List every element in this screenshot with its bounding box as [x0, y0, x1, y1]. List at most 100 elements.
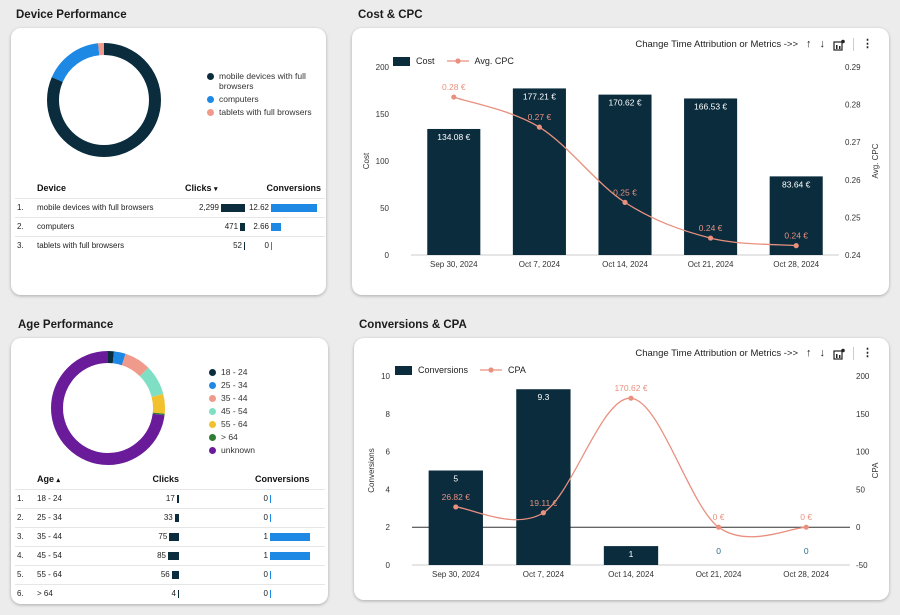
row-clicks: 56: [127, 564, 179, 584]
legend-label: mobile devices with full browsers: [219, 71, 306, 91]
clicks-cell: 2,299: [185, 203, 245, 212]
table-row[interactable]: 6. > 64 4 0: [15, 583, 325, 603]
clicks-value: 471: [224, 222, 239, 231]
header-age[interactable]: Age ▴: [37, 469, 127, 489]
header-index: [15, 469, 37, 489]
table-row[interactable]: 1. 18 - 24 17 0: [15, 488, 325, 508]
line-point: [803, 524, 809, 530]
row-clicks: 471: [185, 216, 245, 236]
legend-line-swatch: [480, 367, 503, 373]
row-name: tablets with full browsers: [37, 235, 185, 255]
row-index-label: 2.: [17, 222, 24, 231]
bar: [428, 470, 483, 565]
legend-label: 35 - 44: [221, 393, 248, 403]
row-index: 2.: [15, 507, 37, 527]
value-bar: [270, 570, 271, 579]
table-row[interactable]: 2. computers 471 2.66: [15, 216, 325, 236]
line-point: [793, 243, 799, 249]
row-conversions: 0: [245, 235, 325, 255]
row-conversions: 0: [179, 488, 325, 508]
line-data-label: 26.82 €: [442, 492, 471, 502]
row-index-label: 3.: [17, 532, 24, 541]
y-tick-label: 6: [386, 448, 391, 457]
change-attribution-link[interactable]: Change Time Attribution or Metrics ->>: [635, 39, 798, 50]
bar: [684, 98, 738, 256]
row-name: 35 - 44: [37, 526, 127, 546]
row-conversions: 0: [179, 564, 325, 584]
device-donut-slice: [47, 43, 161, 157]
legend-label: unknown: [221, 445, 256, 455]
table-row[interactable]: 3. tablets with full browsers 52 0: [15, 235, 325, 255]
value-bar: [171, 570, 179, 579]
row-clicks: 33: [127, 507, 179, 527]
row-conversions: 1: [179, 526, 325, 546]
legend-label: computers: [219, 94, 259, 104]
y-tick-label: 10: [381, 372, 390, 381]
legend-item: 55 - 64: [209, 419, 319, 429]
conversions-cell: 0: [245, 241, 325, 250]
line-data-label: 0.24 €: [784, 231, 808, 241]
cost-cpc-legend: Cost Avg. CPC: [393, 56, 514, 66]
table-row[interactable]: 4. 45 - 54 85 1: [15, 545, 325, 565]
value-bar: [270, 532, 310, 541]
value-bar: [169, 532, 179, 541]
line-data-label: 0 €: [713, 512, 725, 522]
y-tick-label: 0: [386, 561, 391, 570]
change-attribution-link[interactable]: Change Time Attribution or Metrics ->>: [635, 348, 798, 359]
clicks-cell: 52: [185, 241, 245, 250]
table-row[interactable]: 1. mobile devices with full browsers 2,299…: [15, 197, 325, 217]
row-index: 3.: [15, 235, 37, 255]
row-index-label: 4.: [17, 551, 24, 560]
legend-item: > 64: [209, 432, 319, 442]
conversions-cpa-title: Conversions & CPA: [359, 319, 467, 331]
more-vert-icon[interactable]: ⋮: [862, 347, 873, 359]
row-index-label: 5.: [17, 570, 24, 579]
header-clicks[interactable]: Clicks: [152, 473, 179, 484]
arrow-up-icon[interactable]: ↑: [806, 38, 812, 50]
row-name: 45 - 54: [37, 545, 127, 565]
arrow-down-icon[interactable]: ↓: [819, 38, 826, 50]
y2-tick-label: 0.27: [845, 138, 861, 147]
legend-item: tablets with full browsers: [207, 107, 322, 117]
toolbar-divider: [853, 347, 854, 360]
row-index: 4.: [15, 545, 37, 565]
line-data-label: 0 €: [800, 512, 812, 522]
header-device[interactable]: Device: [37, 182, 67, 193]
y-tick-label: 50: [380, 204, 389, 213]
value-bar: [271, 241, 272, 250]
header-clicks[interactable]: Clicks ▾: [185, 178, 245, 198]
legend-dot: [209, 434, 216, 441]
conversions-cell: 1: [179, 532, 325, 541]
clicks-value: 56: [160, 570, 170, 579]
clicks-value: 85: [157, 551, 166, 560]
row-name-label: mobile devices with full browsers: [37, 203, 154, 212]
more-vert-icon[interactable]: ⋮: [862, 38, 873, 50]
value-bar: [270, 589, 271, 598]
y2-tick-label: 50: [856, 485, 865, 494]
age-performance-card: 18 - 24 25 - 34 35 - 44 45 - 54 55 - 64 > 64 u…: [11, 338, 328, 604]
row-name-label: 25 - 34: [37, 513, 62, 522]
line-point: [451, 94, 457, 100]
arrow-up-icon[interactable]: ↑: [806, 347, 812, 359]
table-row[interactable]: 2. 25 - 34 33 0: [15, 507, 325, 527]
legend-label: 45 - 54: [221, 406, 248, 416]
table-header-row: Age ▴ Clicks Conversions: [15, 469, 325, 489]
row-conversions: 0: [179, 583, 325, 603]
row-name-label: computers: [37, 222, 75, 231]
table-row[interactable]: 3. 35 - 44 75 1: [15, 526, 325, 546]
chart-settings-icon[interactable]: [833, 348, 845, 360]
header-conversions[interactable]: Conversions: [266, 182, 321, 193]
x-tick-label: Oct 7, 2024: [519, 260, 561, 269]
chart-settings-icon[interactable]: [833, 39, 845, 51]
bar: [427, 128, 481, 255]
y2-tick-label: 0.25: [845, 213, 861, 222]
header-conversions[interactable]: Conversions: [255, 473, 310, 484]
bar-data-label: 134.08 €: [437, 132, 470, 142]
legend-label: 25 - 34: [221, 380, 248, 390]
clicks-value: 52: [233, 241, 242, 251]
row-clicks: 17: [127, 488, 179, 508]
value-bar: [271, 203, 317, 212]
arrow-down-icon[interactable]: ↓: [819, 347, 826, 359]
table-row[interactable]: 5. 55 - 64 56 0: [15, 564, 325, 584]
legend-item: 18 - 24: [209, 367, 319, 377]
